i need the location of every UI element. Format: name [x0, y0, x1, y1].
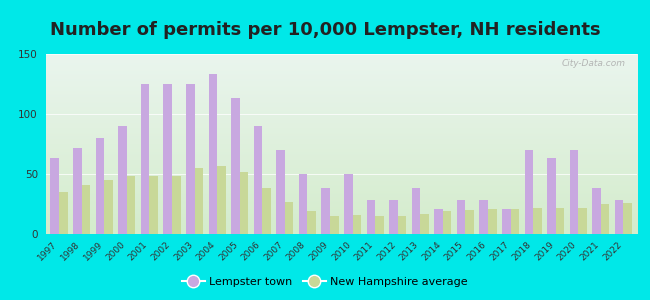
Bar — [421, 214, 429, 234]
Bar — [547, 158, 556, 234]
Bar — [623, 203, 632, 234]
Bar — [367, 200, 375, 234]
Bar — [186, 84, 194, 234]
Bar — [262, 188, 271, 234]
Bar — [443, 211, 451, 234]
Bar — [411, 188, 421, 234]
Bar — [276, 150, 285, 234]
Bar — [375, 216, 383, 234]
Bar — [217, 166, 226, 234]
Bar — [556, 208, 564, 234]
Bar — [172, 176, 181, 234]
Bar — [194, 168, 203, 234]
Bar — [299, 174, 307, 234]
Bar — [502, 209, 510, 234]
Bar — [96, 138, 104, 234]
Bar — [104, 180, 113, 234]
Bar — [352, 215, 361, 234]
Bar — [525, 150, 533, 234]
Bar — [73, 148, 82, 234]
Bar — [127, 176, 135, 234]
Bar — [434, 209, 443, 234]
Bar — [457, 200, 465, 234]
Bar — [231, 98, 240, 234]
Bar — [578, 208, 587, 234]
Bar — [307, 211, 316, 234]
Bar — [569, 150, 578, 234]
Bar — [533, 208, 541, 234]
Bar — [344, 174, 352, 234]
Text: Number of permits per 10,000 Lempster, NH residents: Number of permits per 10,000 Lempster, N… — [49, 21, 601, 39]
Bar — [389, 200, 398, 234]
Bar — [150, 176, 158, 234]
Bar — [510, 209, 519, 234]
Bar — [254, 126, 262, 234]
Bar — [141, 84, 150, 234]
Text: City-Data.com: City-Data.com — [561, 59, 625, 68]
Bar — [59, 192, 68, 234]
Bar — [163, 84, 172, 234]
Bar — [321, 188, 330, 234]
Bar — [488, 209, 497, 234]
Bar — [592, 188, 601, 234]
Bar — [209, 74, 217, 234]
Bar — [601, 204, 610, 234]
Bar — [465, 210, 474, 234]
Bar — [118, 126, 127, 234]
Bar — [51, 158, 59, 234]
Bar — [82, 185, 90, 234]
Legend: Lempster town, New Hampshire average: Lempster town, New Hampshire average — [178, 273, 472, 291]
Bar — [398, 216, 406, 234]
Bar — [240, 172, 248, 234]
Bar — [330, 216, 339, 234]
Bar — [615, 200, 623, 234]
Bar — [480, 200, 488, 234]
Bar — [285, 202, 293, 234]
